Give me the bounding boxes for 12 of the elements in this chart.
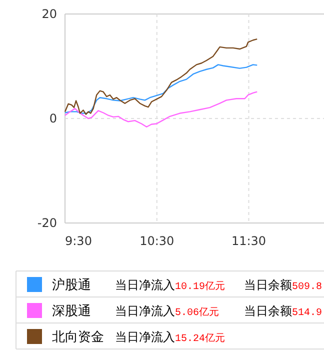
legend-label: 北向资金 — [52, 330, 104, 345]
line-series — [64, 38, 258, 115]
y-tick-label: 0 — [49, 112, 57, 126]
x-tick-label: 9:30 — [65, 234, 92, 248]
line-series — [64, 64, 258, 114]
legend-label: 深股通 — [52, 304, 91, 319]
x-tick-label: 10:30 — [140, 234, 174, 248]
y-tick-label: 20 — [42, 7, 57, 21]
legend-label: 沪股通 — [52, 277, 91, 293]
line-series — [64, 91, 258, 128]
x-tick-label: 11:30 — [231, 234, 266, 248]
y-tick-label: -20 — [37, 216, 57, 230]
